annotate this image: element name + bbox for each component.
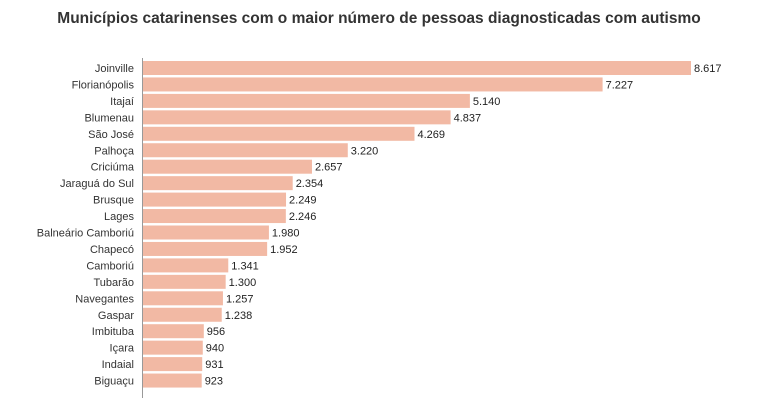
category-label: Palhoça [94,145,135,157]
bars-layer: Joinville 8.617 Florianópolis 7.227 Itajaí 5.… [37,61,722,388]
bar [143,241,268,256]
value-label: 1.341 [231,260,259,272]
bar [143,110,451,125]
chart-title: Municípios catarinenses com o maior núme… [57,10,701,27]
bar [143,93,470,108]
value-label: 1.257 [226,293,254,305]
category-label: Tubarão [93,277,134,289]
bar [143,274,226,289]
bar [143,225,269,240]
value-label: 2.249 [289,195,317,207]
value-label: 5.140 [473,96,501,108]
value-label: 923 [205,376,223,388]
category-label: Lages [104,211,134,223]
bar [143,61,691,75]
bar [143,143,348,158]
value-label: 1.238 [225,310,253,322]
category-label: Biguaçu [94,376,134,388]
category-label: Içara [110,343,135,355]
category-label: Itajaí [110,96,134,108]
category-label: Balneário Camboriú [37,228,134,240]
value-label: 8.617 [694,63,722,75]
category-label: Navegantes [75,293,134,305]
bar [143,209,286,224]
bar [143,324,204,339]
bar [143,159,312,174]
category-label: Camboriú [86,260,134,272]
value-label: 931 [205,359,223,371]
value-label: 7.227 [606,79,634,91]
category-label: Imbituba [92,326,135,338]
bar [143,357,203,372]
category-label: Blumenau [84,112,134,124]
bar [143,126,415,141]
bar [143,291,223,306]
value-label: 3.220 [351,145,379,157]
bar [143,340,203,355]
value-label: 1.980 [272,228,300,240]
value-label: 2.246 [289,211,317,223]
value-label: 4.269 [417,129,445,141]
value-label: 2.354 [296,178,324,190]
value-label: 2.657 [315,162,343,174]
category-label: Florianópolis [72,79,135,91]
category-label: Gaspar [98,310,134,322]
category-label: Joinville [95,63,134,75]
value-label: 1.952 [270,244,298,256]
category-label: Criciúma [91,162,135,174]
category-label: Indaial [102,359,134,371]
bar [143,176,293,191]
value-label: 4.837 [454,112,482,124]
bar [143,258,229,273]
value-label: 1.300 [229,277,257,289]
value-label: 956 [207,326,225,338]
category-label: Jaraguá do Sul [60,178,134,190]
category-label: Brusque [93,195,134,207]
value-label: 940 [206,343,224,355]
category-label: São José [88,129,134,141]
bar [143,192,287,207]
bar [143,373,202,388]
bar [143,307,222,322]
category-label: Chapecó [90,244,134,256]
bar [143,77,603,92]
